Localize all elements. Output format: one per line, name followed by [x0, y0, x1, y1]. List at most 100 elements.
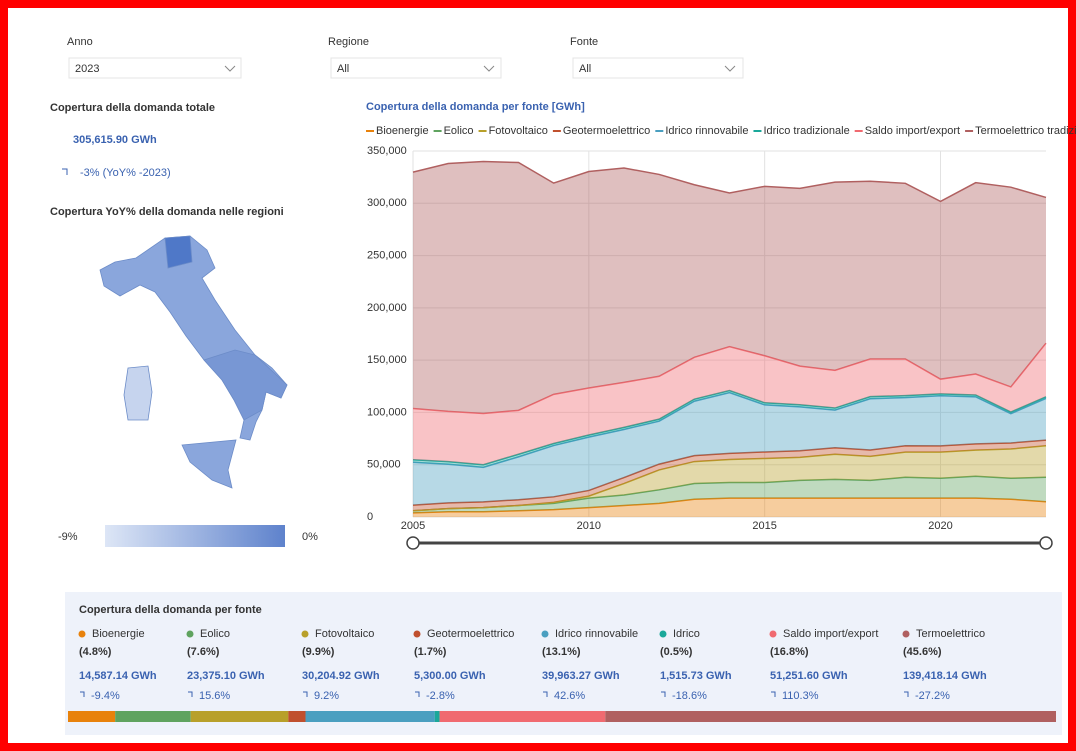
source-share: (0.5%) [660, 646, 693, 658]
trend-icon [188, 691, 193, 697]
legend-label: Fotovoltaico [489, 125, 548, 137]
legend-dot [902, 630, 910, 638]
slider-handle[interactable] [1039, 536, 1053, 550]
y-tick-label: 0 [367, 511, 373, 523]
chevron [483, 65, 495, 72]
legend-label: Bioenergie [376, 125, 429, 137]
region[interactable] [164, 235, 193, 269]
area-line [412, 342, 1047, 415]
trend-icon [771, 691, 776, 697]
share-bar [305, 711, 435, 722]
source-value: 14,587.14 GWh [79, 670, 157, 682]
source-change: -18.6% [672, 690, 707, 702]
source-change: 42.6% [554, 690, 585, 702]
area [413, 392, 1046, 506]
kpi-title: Copertura della domanda totale [50, 102, 215, 114]
source-value: 1,515.73 GWh [660, 670, 732, 682]
chevron [224, 65, 236, 72]
share-bar [190, 711, 289, 722]
legend-dot [186, 630, 194, 638]
range-slider[interactable] [406, 536, 1053, 550]
source-share: (1.7%) [414, 646, 447, 658]
y-tick-label: 300,000 [367, 197, 407, 209]
y-tick-label: 250,000 [367, 249, 407, 261]
source-share: (16.8%) [770, 646, 809, 658]
trend-icon [661, 691, 666, 697]
source-name: Termoelettrico [916, 628, 985, 640]
area-line [412, 439, 1047, 506]
area-line [412, 497, 1047, 514]
source-share: (7.6%) [187, 646, 220, 658]
source-share: (9.9%) [302, 646, 335, 658]
area-chart: 0 50,000 100,000 150,000 200,000 250,000 300,0… [366, 125, 1076, 532]
area [413, 476, 1046, 513]
region[interactable] [203, 349, 288, 421]
source-name: Eolico [200, 628, 230, 640]
source-change: -2.8% [426, 690, 455, 702]
legend-label: Termoelettrico tradizionale [975, 125, 1076, 137]
kpi-value: 305,615.90 GWh [73, 134, 157, 146]
color-scale [105, 525, 285, 547]
chart-title: Copertura della domanda per fonte [GWh] [366, 101, 585, 113]
y-tick-label: 50,000 [367, 459, 401, 471]
source-value: 39,963.27 GWh [542, 670, 620, 682]
trend-icon [904, 691, 909, 697]
x-tick-label: 2005 [401, 520, 425, 532]
summary-title: Copertura della domanda per fonte [79, 604, 262, 616]
filter-value: All [337, 63, 349, 75]
legend-dot [301, 630, 309, 638]
kpi-change: -3% (YoY% -2023) [80, 167, 171, 179]
source-share: (45.6%) [903, 646, 942, 658]
legend-dot [769, 630, 777, 638]
sicily[interactable] [181, 439, 237, 489]
filter-value: 2023 [75, 63, 99, 75]
source-value: 139,418.14 GWh [903, 670, 987, 682]
legend-dot [541, 630, 549, 638]
share-bar [68, 711, 116, 722]
source-change: -27.2% [915, 690, 950, 702]
filter[interactable]: Anno 2023 [67, 36, 242, 79]
area [413, 440, 1046, 511]
y-tick-label: 200,000 [367, 302, 407, 314]
source-value: 51,251.60 GWh [770, 670, 848, 682]
filter-label: Anno [67, 36, 93, 48]
filter-value: All [579, 63, 591, 75]
y-tick-label: 350,000 [367, 145, 407, 157]
area [413, 445, 1046, 511]
source-change: 9.2% [314, 690, 339, 702]
filter-label: Fonte [570, 36, 598, 48]
source-name: Idrico [673, 628, 700, 640]
slider-handle[interactable] [406, 536, 420, 550]
trend-icon [80, 691, 85, 697]
trend-icon [543, 691, 548, 697]
filter[interactable]: Fonte All [570, 36, 744, 79]
dropdown[interactable] [330, 57, 502, 79]
y-tick-label: 150,000 [367, 354, 407, 366]
share-bar [434, 711, 440, 722]
source-share: (4.8%) [79, 646, 112, 658]
dropdown[interactable] [572, 57, 744, 79]
source-value: 23,375.10 GWh [187, 670, 265, 682]
share-bar [605, 711, 1056, 722]
source-name: Bioenergie [92, 628, 145, 640]
legend-dot [413, 630, 421, 638]
x-tick-label: 2010 [577, 520, 601, 532]
map [99, 235, 288, 489]
area-line [412, 160, 1047, 203]
filter[interactable]: Regione All [328, 36, 502, 79]
source-name: Idrico rinnovabile [555, 628, 638, 640]
source-value: 5,300.00 GWh [414, 670, 486, 682]
source-share: (13.1%) [542, 646, 581, 658]
summary-items: Bioenergie (4.8%) 14,587.14 GWh -9.4% Eolico… [68, 628, 1056, 722]
legend-label: Geotermoelettrico [563, 125, 650, 137]
source-value: 30,204.92 GWh [302, 670, 380, 682]
source-change: 15.6% [199, 690, 230, 702]
area-line [412, 389, 1047, 466]
filter-label: Regione [328, 36, 369, 48]
scale-max: 0% [302, 531, 318, 543]
source-name: Fotovoltaico [315, 628, 374, 640]
scale-min: -9% [58, 531, 78, 543]
sardinia[interactable] [123, 365, 153, 421]
dropdown[interactable] [68, 57, 242, 79]
